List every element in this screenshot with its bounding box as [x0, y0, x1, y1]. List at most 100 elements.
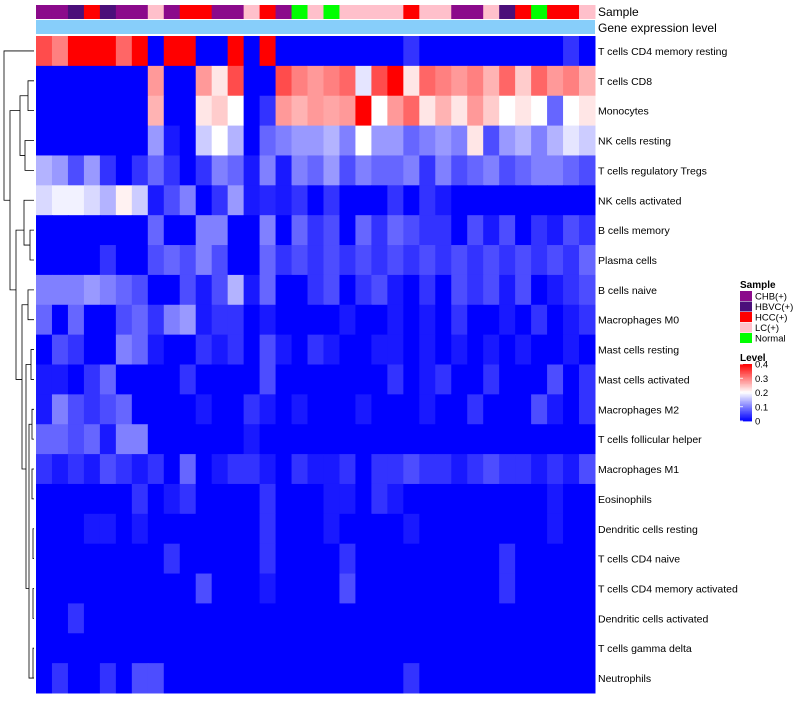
heatmap-cell: [531, 543, 548, 575]
heatmap-cell: [563, 65, 580, 97]
heatmap-cell: [387, 65, 404, 97]
heatmap-cell: [227, 663, 245, 694]
heatmap-cell: [83, 65, 101, 97]
heatmap-cell: [99, 95, 117, 127]
heatmap-cell: [323, 125, 340, 156]
heatmap-cell: [355, 364, 372, 395]
heatmap-cell: [387, 155, 404, 186]
heatmap-cell: [387, 95, 404, 127]
heatmap-cell: [83, 274, 101, 306]
sample-annotation-cell: [291, 5, 309, 19]
heatmap-cell: [307, 304, 324, 336]
heatmap-cell: [323, 185, 340, 216]
heatmap-cell: [563, 454, 580, 485]
heatmap-cell: [83, 603, 101, 634]
heatmap-cell: [515, 155, 532, 186]
heatmap-cell: [515, 185, 532, 216]
heatmap-cell: [371, 36, 388, 67]
heatmap-cell: [355, 394, 372, 425]
heatmap-cell: [291, 274, 309, 306]
heatmap-cell: [563, 573, 580, 604]
level-legend-gradient-step: [740, 403, 752, 406]
heatmap-cell: [531, 95, 548, 127]
heatmap-cell: [339, 334, 356, 365]
heatmap-cell: [515, 543, 532, 575]
heatmap-cell: [355, 663, 372, 694]
heatmap-cell: [403, 36, 420, 67]
heatmap-cell: [179, 274, 197, 306]
heatmap-cell: [371, 245, 388, 276]
heatmap-cell: [403, 603, 420, 634]
heatmap-cell: [227, 454, 245, 485]
heatmap-cell: [147, 125, 165, 156]
heatmap-cell: [499, 185, 516, 216]
heatmap-cell: [451, 454, 468, 485]
heatmap-cell: [579, 394, 596, 425]
heatmap-cell: [339, 424, 356, 455]
heatmap-cell: [195, 36, 213, 67]
heatmap-cell: [371, 274, 388, 306]
heatmap-cell: [99, 334, 117, 365]
heatmap-cell: [483, 125, 500, 156]
heatmap-cell: [51, 513, 69, 545]
heatmap-cell: [99, 185, 117, 216]
heatmap-cell: [371, 364, 388, 395]
heatmap-cell: [211, 573, 229, 604]
heatmap-cell: [36, 185, 53, 216]
heatmap-cell: [36, 95, 53, 127]
heatmap-cell: [163, 454, 181, 485]
heatmap-cell: [547, 543, 564, 575]
heatmap-cell: [67, 155, 85, 186]
heatmap-cell: [419, 304, 436, 336]
heatmap-cell: [307, 155, 324, 186]
heatmap-cell: [259, 483, 277, 515]
heatmap-cell: [147, 65, 165, 97]
heatmap-cell: [291, 513, 309, 545]
heatmap-cell: [435, 633, 452, 664]
heatmap-cell: [387, 185, 404, 216]
heatmap-cell: [387, 424, 404, 455]
heatmap-cell: [147, 274, 165, 306]
row-label: B cells naive: [598, 285, 657, 297]
heatmap-cell: [371, 215, 388, 246]
heatmap-cell: [131, 543, 149, 575]
sample-annotation-cell: [67, 5, 85, 19]
heatmap-cell: [499, 65, 516, 97]
heatmap-cell: [211, 185, 229, 216]
heatmap-cell: [83, 663, 101, 694]
dendrogram-branch: [27, 289, 34, 321]
heatmap-cell: [419, 633, 436, 664]
heatmap-cell: [323, 454, 340, 485]
sample-legend-swatch: [740, 301, 752, 312]
annotation-label-sample: Sample: [598, 5, 639, 19]
heatmap-cell: [99, 513, 117, 545]
heatmap-cell: [227, 215, 245, 246]
heatmap-cell: [563, 483, 580, 515]
heatmap-cell: [275, 364, 293, 395]
heatmap-cell: [163, 185, 181, 216]
heatmap-cell: [419, 513, 436, 545]
heatmap-cell: [147, 334, 165, 365]
heatmap-cell: [179, 95, 197, 127]
heatmap-cell: [435, 125, 452, 156]
heatmap-cell: [451, 274, 468, 306]
heatmap-cell: [36, 633, 53, 664]
sample-annotation-cell: [339, 5, 356, 19]
heatmap-cell: [451, 543, 468, 575]
heatmap-cell: [243, 215, 261, 246]
heatmap-cell: [531, 185, 548, 216]
heatmap-cell: [115, 274, 133, 306]
heatmap-cell: [291, 394, 309, 425]
sample-annotation-cell: [323, 5, 340, 19]
heatmap-cell: [563, 424, 580, 455]
heatmap-cell: [147, 36, 165, 67]
heatmap-cell: [355, 334, 372, 365]
heatmap-cell: [227, 603, 245, 634]
heatmap-cell: [547, 304, 564, 336]
level-legend-gradient-step: [740, 366, 752, 369]
heatmap-cell: [515, 95, 532, 127]
heatmap-cell: [323, 36, 340, 67]
heatmap-cell: [403, 125, 420, 156]
heatmap-cell: [403, 454, 420, 485]
